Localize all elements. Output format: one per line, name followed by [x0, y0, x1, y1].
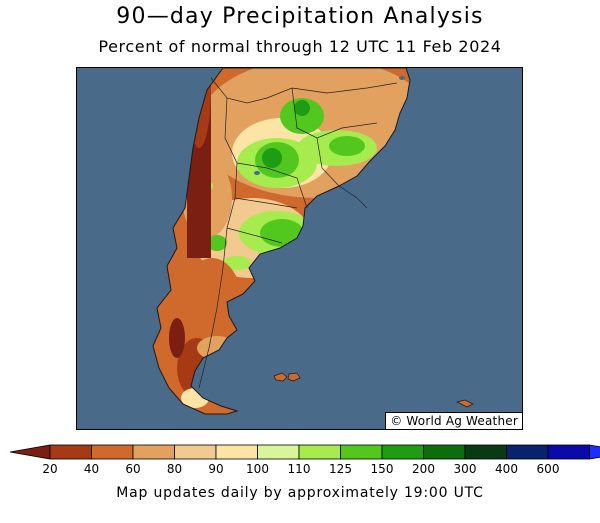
- copyright-credit: © World Ag Weather: [385, 412, 522, 429]
- legend-tick-label: 150: [371, 462, 394, 476]
- legend-color-box: [506, 444, 549, 460]
- legend-color-box: [257, 444, 300, 460]
- legend-tick-label: 300: [454, 462, 477, 476]
- legend-tick-label: 20: [42, 462, 57, 476]
- update-note: Map updates daily by approximately 19:00…: [116, 485, 484, 501]
- country-borders: [198, 77, 398, 389]
- precipitation-map: © World Ag Weather: [76, 67, 523, 430]
- lake: [399, 76, 405, 80]
- legend-color-box: [174, 444, 217, 460]
- legend-color-box: [91, 444, 134, 460]
- south-georgia-island: [455, 399, 474, 408]
- legend-tick-label: 90: [208, 462, 223, 476]
- map-subtitle: Percent of normal through 12 UTC 11 Feb …: [98, 37, 502, 56]
- legend-color-box: [132, 444, 175, 460]
- legend-tick-label: 100: [246, 462, 269, 476]
- legend-color-box: [340, 444, 383, 460]
- legend-arrow-high: [589, 444, 600, 460]
- legend-tick-label: 400: [495, 462, 518, 476]
- legend-tick-label: 110: [288, 462, 311, 476]
- legend-tick-label: 80: [167, 462, 182, 476]
- legend-tick-label: 200: [412, 462, 435, 476]
- legend-color-box: [49, 444, 92, 460]
- legend-color-box: [464, 444, 507, 460]
- legend-color-box: [547, 444, 590, 460]
- legend-color-box: [381, 444, 424, 460]
- lake: [254, 171, 260, 175]
- legend-tick-label: 60: [125, 462, 140, 476]
- map-title: 90—day Precipitation Analysis: [116, 4, 484, 29]
- legend-tick-label: 40: [84, 462, 99, 476]
- legend-color-box: [423, 444, 466, 460]
- legend-tick-label: 600: [537, 462, 560, 476]
- legend-arrow-low: [9, 444, 51, 460]
- falkland-islands: [273, 372, 301, 382]
- legend-color-box: [298, 444, 341, 460]
- legend-tick-label: 125: [329, 462, 352, 476]
- color-legend: 20 40 60 80 90 100 110 125 150 200 300 400 600: [9, 444, 600, 476]
- legend-color-box: [215, 444, 258, 460]
